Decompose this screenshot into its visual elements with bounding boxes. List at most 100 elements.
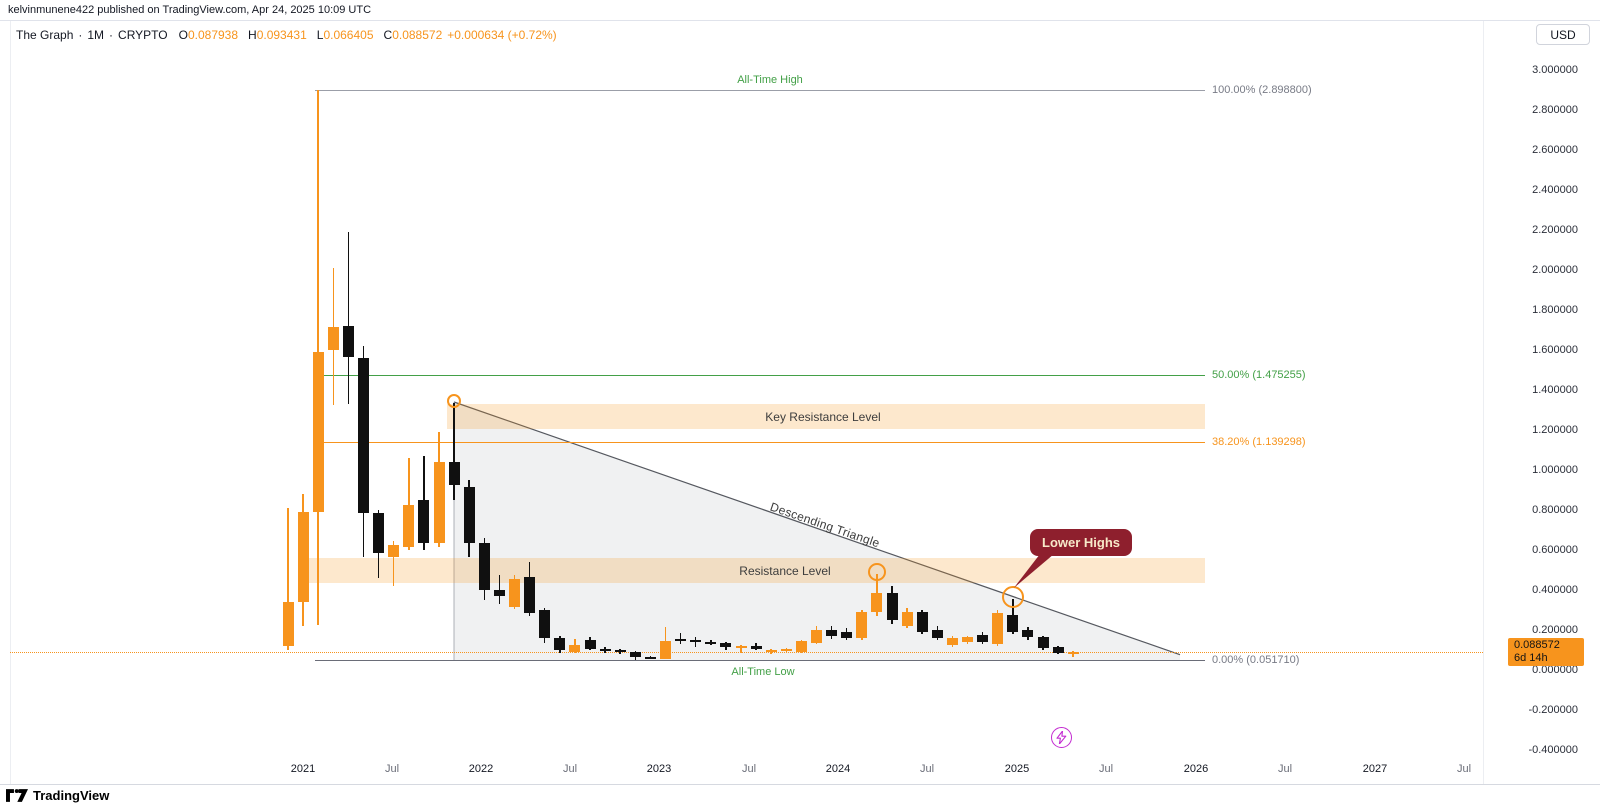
candle-body [1067,652,1079,654]
candle-body [946,638,958,645]
legend-separator: · [78,28,83,42]
candle-body [1052,647,1064,653]
tradingview-brand-text: TradingView [33,788,110,803]
fib-level-line [315,374,1205,376]
candle-body [448,462,460,485]
price-tick: 0.800000 [1532,504,1578,516]
time-tick[interactable]: Jul [741,763,757,775]
price-tick: 3.000000 [1532,64,1578,76]
time-tick[interactable]: 2027 [1362,763,1388,775]
plot-left-border [10,21,11,784]
boost-lightning-icon[interactable] [1051,727,1072,748]
candle-wick [1072,651,1074,657]
candle-body [916,612,928,632]
candle-body [644,656,656,659]
candle-body [1022,630,1034,637]
candle-body [780,649,792,651]
lower-highs-callout[interactable]: Lower Highs [1030,529,1133,556]
price-tick: 2.400000 [1532,184,1578,196]
change-value: +0.000634 (+0.72%) [447,28,557,42]
price-tick: 1.200000 [1532,424,1578,436]
lower-high-circle [867,563,886,581]
plot-bottom-border [0,784,1600,785]
time-tick[interactable]: Jul [562,763,578,775]
currency-toggle-button[interactable]: USD [1536,24,1590,45]
ohlc-item: C0.088572 [383,28,443,42]
ohlc-item: O0.087938 [178,28,239,42]
candle-wick [694,637,697,647]
top-separator [0,20,1600,21]
candle-wick [453,403,455,500]
candle-wick [347,232,350,404]
time-tick[interactable]: Jul [1277,763,1293,775]
fib-level-label: 100.00% (2.898800) [1212,84,1312,97]
tradingview-mark-icon [6,789,28,802]
candle-body [403,505,415,547]
price-tick: 2.200000 [1532,224,1578,236]
market-label: CRYPTO [118,28,168,42]
time-tick[interactable]: 2025 [1004,763,1030,775]
candle-body [931,630,943,638]
legend-separator: · [109,28,114,42]
resistance-band [300,558,1205,583]
candle-body [614,650,626,652]
interval-label[interactable]: 1M [87,28,105,42]
price-tick: 0.600000 [1532,544,1578,556]
candle-body [524,577,536,613]
time-tick[interactable]: Jul [919,763,935,775]
candle-body [705,642,717,644]
candle-body [811,630,822,643]
candle-body [826,630,838,636]
candle-wick [498,575,501,604]
candle-body [584,640,596,649]
time-tick[interactable]: 2024 [825,763,851,775]
candle-body [282,602,294,646]
candle-body [509,579,520,607]
published-attribution-text: kelvinmunene422 published on TradingView… [8,4,372,16]
candle-body [962,637,973,642]
ohlc-item: L0.066405 [316,28,374,42]
time-tick[interactable]: 2023 [646,763,672,775]
candle-body [554,638,566,650]
price-tick: 2.000000 [1532,264,1578,276]
time-tick[interactable]: 2021 [290,763,316,775]
candle-body [992,613,1004,644]
price-tick: 1.600000 [1532,344,1578,356]
symbol-name[interactable]: The Graph [16,28,74,42]
time-tick[interactable]: Jul [1098,763,1114,775]
candle-body [388,545,400,557]
candle-body [373,513,385,553]
candle-body [871,593,883,612]
time-tick[interactable]: Jul [384,763,400,775]
time-tick[interactable]: 2022 [468,763,494,775]
candle-wick [408,458,410,550]
lower-high-circle [447,394,462,408]
ohlc-item: H0.093431 [248,28,307,42]
resistance-band [447,404,1205,429]
candle-body [493,590,505,596]
ohlc-values: O0.087938 H0.093431 L0.066405 C0.088572 [179,28,443,42]
price-tick: 0.200000 [1532,624,1578,636]
symbol-legend[interactable]: The Graph · 1M · CRYPTO O0.087938 H0.0934… [16,27,557,43]
all-time-high-label: All-Time High [737,74,803,86]
candle-body [599,649,611,651]
candle-body [433,462,445,543]
candle-body [735,646,747,648]
current-price-label: 0.088572 6d 14h [1508,638,1584,667]
candle-body [795,641,807,652]
candle-body [539,610,551,638]
price-tick: 1.400000 [1532,384,1578,396]
price-tick: -0.400000 [1528,744,1578,756]
tradingview-logo[interactable]: TradingView [6,788,109,803]
candle-body [1007,615,1019,632]
currency-label: USD [1550,27,1576,42]
fib-level-line [315,659,1205,661]
fib-level-label: 0.00% (0.051710) [1212,653,1300,666]
time-tick[interactable]: 2026 [1183,763,1209,775]
candle-body [358,358,369,513]
time-tick[interactable]: Jul [1456,763,1472,775]
candle-body [841,632,853,638]
